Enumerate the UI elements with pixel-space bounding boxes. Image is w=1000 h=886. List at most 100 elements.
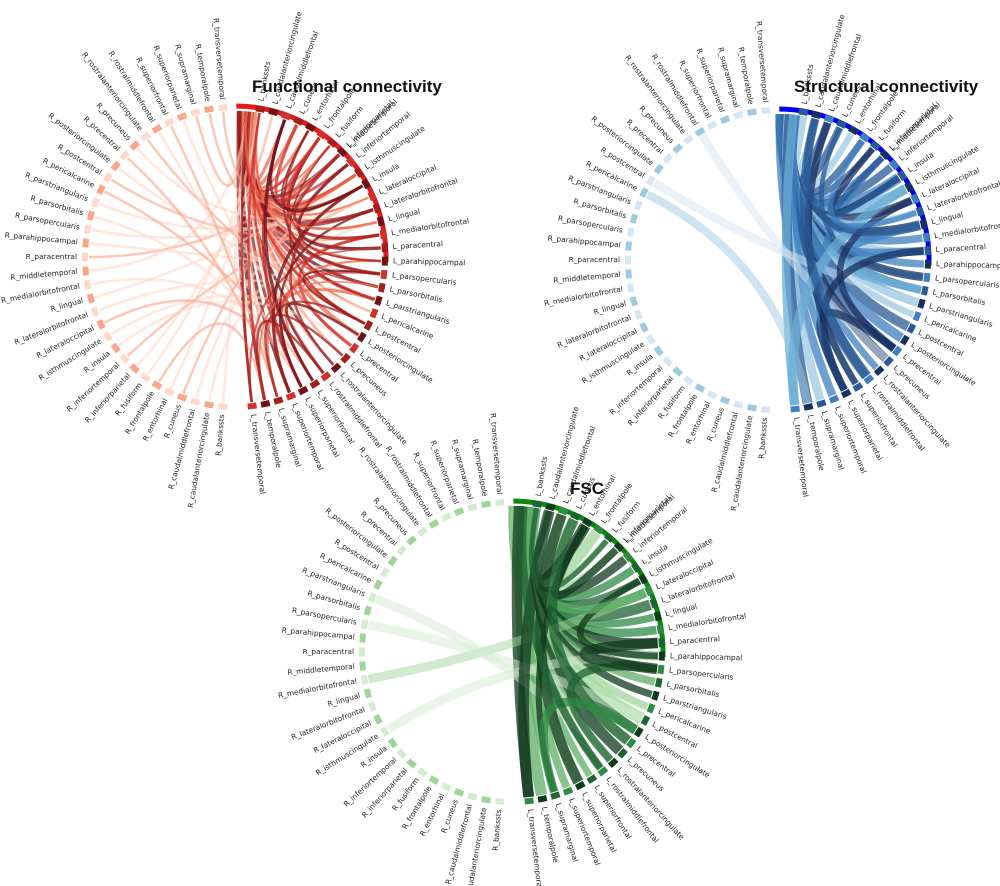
node-arc xyxy=(910,193,920,205)
node-arc xyxy=(694,127,706,137)
node-arc xyxy=(203,105,214,114)
node-arc xyxy=(428,775,440,785)
node-label: R_transversetemporal xyxy=(212,18,228,100)
node-arc xyxy=(453,507,465,517)
node-arc xyxy=(662,153,673,164)
node-arc xyxy=(645,175,656,186)
node-arc xyxy=(644,585,654,597)
node-label: R_parahippocampal xyxy=(4,231,78,247)
chord-ribbon xyxy=(819,247,924,392)
node-arc xyxy=(336,146,348,158)
node-arc xyxy=(440,512,452,522)
node-arc xyxy=(119,353,130,364)
node-arc xyxy=(255,105,266,113)
node-arc xyxy=(353,167,364,178)
node-arc xyxy=(625,241,633,251)
node-label: L_parahippocampal xyxy=(393,256,466,267)
node-arc xyxy=(363,688,372,699)
chord-ribbon xyxy=(306,247,381,288)
node-arc xyxy=(657,664,665,675)
node-arc xyxy=(340,353,351,364)
node-arc xyxy=(247,402,257,410)
node-arc xyxy=(630,562,641,573)
node-arc xyxy=(638,573,648,585)
node-arc xyxy=(309,379,321,389)
node-arc xyxy=(102,331,113,342)
node-arc xyxy=(761,107,771,114)
node-arc xyxy=(360,674,369,685)
chord-ribbon xyxy=(240,111,253,403)
node-arc xyxy=(373,714,383,725)
title-structural-connectivity: Structural connectivity xyxy=(794,77,979,96)
node-arc xyxy=(852,382,864,392)
chord-ribbon xyxy=(539,697,638,794)
node-arc xyxy=(532,500,543,508)
chord-ribbon xyxy=(827,139,917,229)
node-arc xyxy=(480,795,491,804)
node-arc xyxy=(653,611,662,622)
node-arc xyxy=(658,637,665,648)
node-arc xyxy=(495,798,505,805)
chord-ribbon xyxy=(255,319,325,401)
node-arc xyxy=(356,331,367,343)
node-arc xyxy=(545,502,556,512)
node-arc xyxy=(888,159,900,171)
node-arc xyxy=(83,224,92,235)
node-arc xyxy=(367,190,377,202)
node-arc xyxy=(367,701,377,712)
node-arc xyxy=(892,345,903,357)
node-arc xyxy=(915,206,925,217)
node-label: R_lingual xyxy=(592,299,627,317)
node-arc xyxy=(406,758,417,769)
node-arc xyxy=(480,500,491,509)
node-label: R_paracentral xyxy=(303,647,354,656)
node-arc xyxy=(662,356,673,367)
node-arc xyxy=(633,309,643,320)
node-arc xyxy=(733,111,744,120)
chord-ribbon xyxy=(282,130,381,276)
node-arc xyxy=(316,129,328,140)
node-arc xyxy=(879,149,891,161)
node-arc xyxy=(904,181,914,193)
chord-ribbon xyxy=(698,133,889,362)
node-arc xyxy=(203,400,214,409)
node-label: L_parahippocampal xyxy=(936,259,1000,270)
node-label: R_lateralorbitofrontal xyxy=(556,313,632,350)
node-arc xyxy=(326,137,338,148)
node-arc xyxy=(363,605,372,616)
chord-ribbon xyxy=(89,242,381,276)
node-arc xyxy=(176,112,188,122)
node-arc xyxy=(163,117,175,127)
node-arc xyxy=(369,308,379,319)
node-arc xyxy=(683,134,694,145)
node-arc xyxy=(733,400,744,409)
node-arcs xyxy=(359,498,666,805)
node-arc xyxy=(537,795,548,803)
node-arc xyxy=(379,229,387,240)
chord-ribbon xyxy=(292,153,374,227)
node-arc xyxy=(381,242,388,253)
node-arc xyxy=(360,619,369,630)
node-label: R_transversetemporal xyxy=(489,413,505,495)
node-arc xyxy=(495,499,505,506)
node-arc xyxy=(110,342,121,354)
node-arcs xyxy=(82,103,389,410)
node-label: L_lingual xyxy=(387,207,421,224)
node-arc xyxy=(719,115,731,125)
node-arc xyxy=(828,394,840,404)
node-arc xyxy=(873,365,885,377)
node-arc xyxy=(417,767,428,778)
chord-ribbon xyxy=(297,163,381,262)
node-label: R_middletemporal xyxy=(553,270,621,285)
node-label: R_bankssts xyxy=(757,417,769,459)
node-label: R_lingual xyxy=(49,296,84,314)
node-arc xyxy=(90,306,100,317)
chord-ribbons xyxy=(645,113,925,406)
node-arc xyxy=(923,272,931,283)
chord-ribbon xyxy=(169,125,279,398)
node-arc xyxy=(218,403,228,410)
node-arc xyxy=(83,279,92,290)
node-arc xyxy=(359,661,367,671)
node-arc xyxy=(119,150,130,161)
node-arc xyxy=(129,140,140,151)
